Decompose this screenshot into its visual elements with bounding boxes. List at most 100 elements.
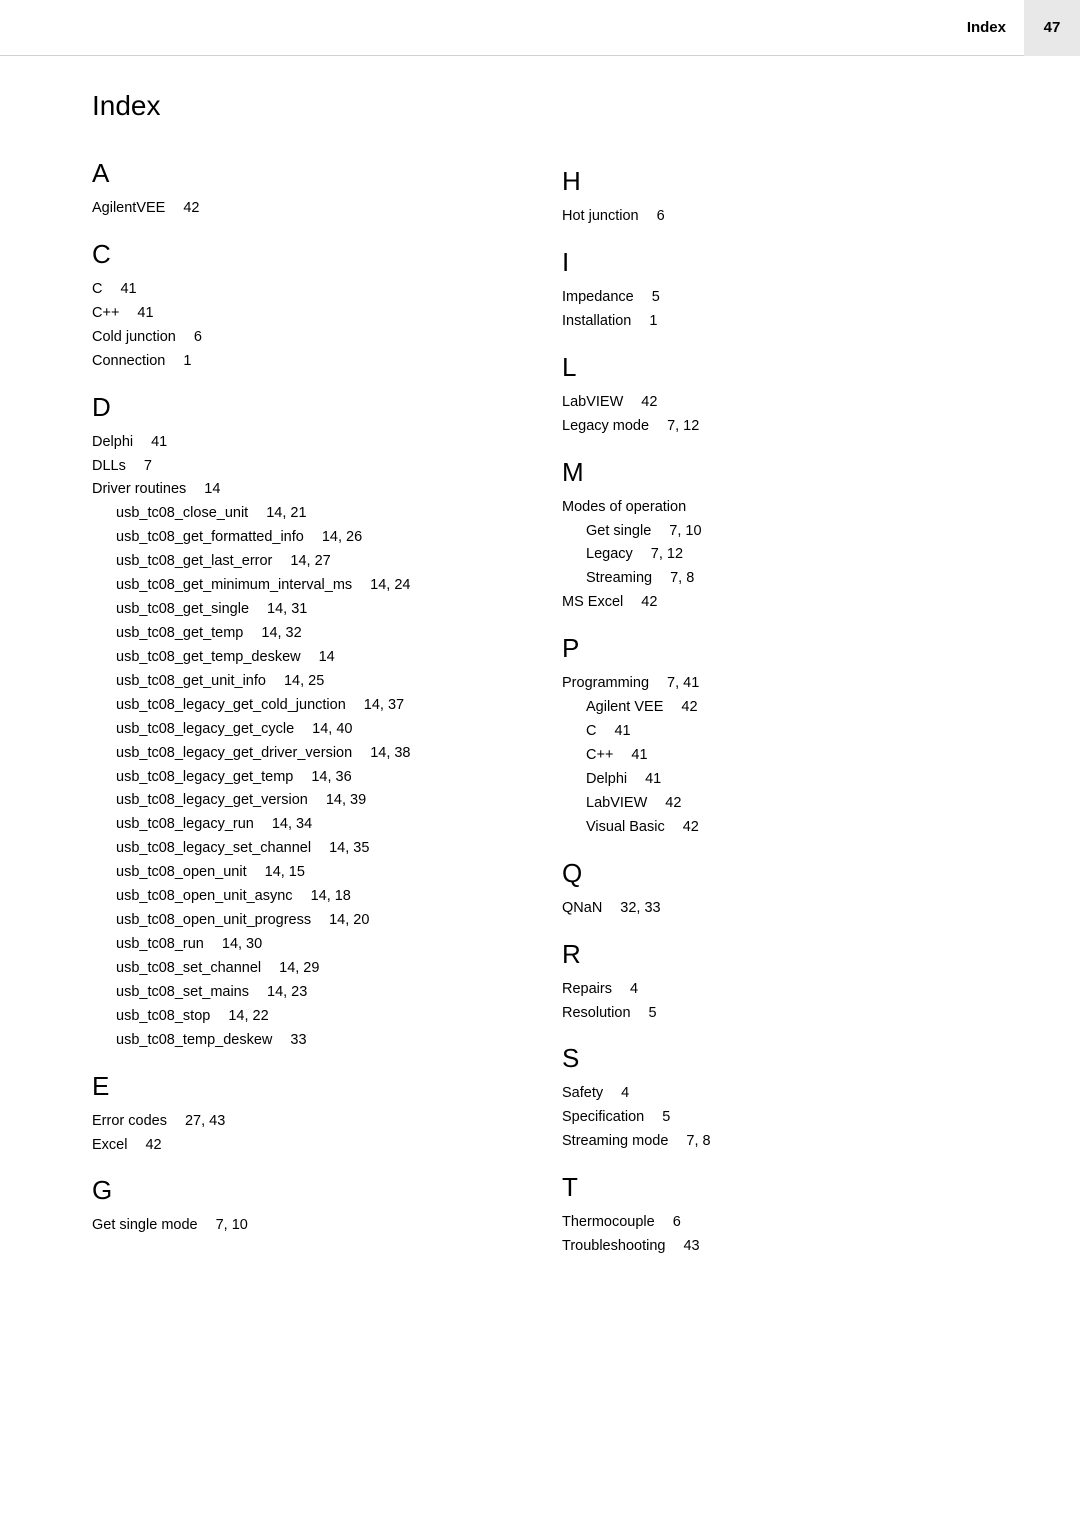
index-subentry: usb_tc08_get_formatted_info14, 26 — [92, 526, 552, 550]
entry-term: usb_tc08_legacy_get_cycle — [116, 721, 294, 737]
entry-term: usb_tc08_legacy_get_driver_version — [116, 745, 352, 761]
section-t: T Thermocouple 6 Troubleshooting 43 — [562, 1172, 1020, 1259]
entry-term: usb_tc08_set_mains — [116, 984, 249, 1000]
right-column-inner: H Hot junction6 I Impedance5 Installatio… — [562, 90, 1020, 1259]
entry-pages: 32, 33 — [620, 900, 660, 916]
index-subentry: Agilent VEE 42 — [562, 696, 1020, 720]
index-entry: C++41 — [92, 302, 552, 326]
index-subentry: usb_tc08_close_unit14, 21 — [92, 502, 552, 526]
index-entry: Get single mode7, 10 — [92, 1214, 552, 1238]
index-entry: Hot junction6 — [562, 205, 1020, 229]
section-h: H Hot junction6 — [562, 166, 1020, 229]
section-e: E Error codes27, 43 Excel42 — [92, 1071, 552, 1158]
index-entry: Programming7, 41 — [562, 672, 1020, 696]
index-subentry: Legacy7, 12 — [562, 543, 1020, 567]
letter-heading: T — [562, 1172, 1020, 1203]
entry-pages: 5 — [662, 1109, 670, 1125]
index-entry: Impedance5 — [562, 286, 1020, 310]
entry-pages: 14, 31 — [267, 601, 307, 617]
entry-pages: 42 — [665, 795, 681, 811]
section-i: I Impedance5 Installation1 — [562, 247, 1020, 334]
header-label: Index — [967, 19, 1006, 36]
entry-term: usb_tc08_get_temp_deskew — [116, 649, 301, 665]
entry-term: Safety — [562, 1085, 603, 1101]
entry-pages: 14, 37 — [364, 697, 404, 713]
entry-pages: 7, 8 — [670, 570, 694, 586]
entry-pages: 14, 38 — [370, 745, 410, 761]
entry-pages: 14, 35 — [329, 840, 369, 856]
entry-term: Specification — [562, 1109, 644, 1125]
entry-pages: 14 — [319, 649, 335, 665]
letter-heading: R — [562, 939, 1020, 970]
entry-term: usb_tc08_legacy_get_version — [116, 792, 308, 808]
index-entry: Legacy mode7, 12 — [562, 415, 1020, 439]
entry-term: Get single mode — [92, 1217, 198, 1233]
entry-pages: 14, 21 — [266, 505, 306, 521]
entry-pages: 14, 24 — [370, 577, 410, 593]
index-entry: Installation 1 — [562, 310, 1020, 334]
section-s: S Safety4 Specification5 Streaming mode7… — [562, 1043, 1020, 1154]
index-entry: C41 — [92, 278, 552, 302]
section-l: L LabVIEW42 Legacy mode7, 12 — [562, 352, 1020, 439]
index-subentry: usb_tc08_set_mains14, 23 — [92, 981, 552, 1005]
entry-pages: 43 — [683, 1238, 699, 1254]
entry-term: usb_tc08_stop — [116, 1008, 210, 1024]
index-subentry: usb_tc08_set_channel14, 29 — [92, 957, 552, 981]
index-subentry: usb_tc08_legacy_get_temp14, 36 — [92, 766, 552, 790]
entry-term: Thermocouple — [562, 1214, 655, 1230]
entry-pages: 33 — [290, 1032, 306, 1048]
index-subentry: usb_tc08_legacy_get_version14, 39 — [92, 789, 552, 813]
left-column: Index A AgilentVEE42 C C41 C++41 Cold ju… — [92, 90, 562, 1273]
entry-term: Troubleshooting — [562, 1238, 665, 1254]
section-q: Q QNaN32, 33 — [562, 858, 1020, 921]
entry-term: QNaN — [562, 900, 602, 916]
index-entry: Driver routines14 — [92, 478, 552, 502]
entry-pages: 4 — [630, 981, 638, 997]
index-entry: Streaming mode7, 8 — [562, 1130, 1020, 1154]
index-subentry: usb_tc08_legacy_get_cycle14, 40 — [92, 718, 552, 742]
letter-heading: C — [92, 239, 552, 270]
entry-term: Error codes — [92, 1113, 167, 1129]
entry-pages: 41 — [137, 305, 153, 321]
letter-heading: M — [562, 457, 1020, 488]
entry-pages: 14, 29 — [279, 960, 319, 976]
index-subentry: usb_tc08_temp_deskew 33 — [92, 1029, 552, 1053]
index-subentry: usb_tc08_run14, 30 — [92, 933, 552, 957]
entry-term: AgilentVEE — [92, 200, 165, 216]
index-entry: MS Excel42 — [562, 591, 1020, 615]
section-c: C C41 C++41 Cold junction6 Connection1 — [92, 239, 552, 374]
entry-term: Cold junction — [92, 329, 176, 345]
entry-pages: 14, 25 — [284, 673, 324, 689]
entry-pages: 6 — [673, 1214, 681, 1230]
entry-pages: 14, 34 — [272, 816, 312, 832]
entry-term: Visual Basic — [586, 819, 665, 835]
entry-pages: 14, 27 — [290, 553, 330, 569]
section-a: A AgilentVEE42 — [92, 158, 552, 221]
index-title: Index — [92, 90, 552, 122]
entry-pages: 6 — [194, 329, 202, 345]
entry-term: usb_tc08_temp_deskew — [116, 1032, 272, 1048]
entry-pages: 1 — [649, 313, 657, 329]
entry-term: Agilent VEE — [586, 699, 663, 715]
entry-term: usb_tc08_get_last_error — [116, 553, 272, 569]
entry-term: usb_tc08_get_unit_info — [116, 673, 266, 689]
entry-term: usb_tc08_get_formatted_info — [116, 529, 304, 545]
index-entry: DLLs7 — [92, 455, 552, 479]
entry-pages: 41 — [151, 434, 167, 450]
index-subentry: usb_tc08_get_minimum_interval_ms14, 24 — [92, 574, 552, 598]
index-subentry: usb_tc08_legacy_run14, 34 — [92, 813, 552, 837]
entry-term: Delphi — [92, 434, 133, 450]
letter-heading: G — [92, 1175, 552, 1206]
right-column: H Hot junction6 I Impedance5 Installatio… — [562, 90, 1020, 1273]
page-number-box: 47 — [1024, 0, 1080, 56]
index-entry: Excel42 — [92, 1134, 552, 1158]
entry-term: Installation — [562, 313, 631, 329]
entry-pages: 42 — [681, 699, 697, 715]
index-entry: Cold junction 6 — [92, 326, 552, 350]
entry-pages: 14, 20 — [329, 912, 369, 928]
index-subentry: usb_tc08_get_temp_deskew 14 — [92, 646, 552, 670]
index-subentry: usb_tc08_stop14, 22 — [92, 1005, 552, 1029]
index-subentry: Get single7, 10 — [562, 520, 1020, 544]
entry-term: Get single — [586, 523, 651, 539]
entry-pages: 5 — [652, 289, 660, 305]
